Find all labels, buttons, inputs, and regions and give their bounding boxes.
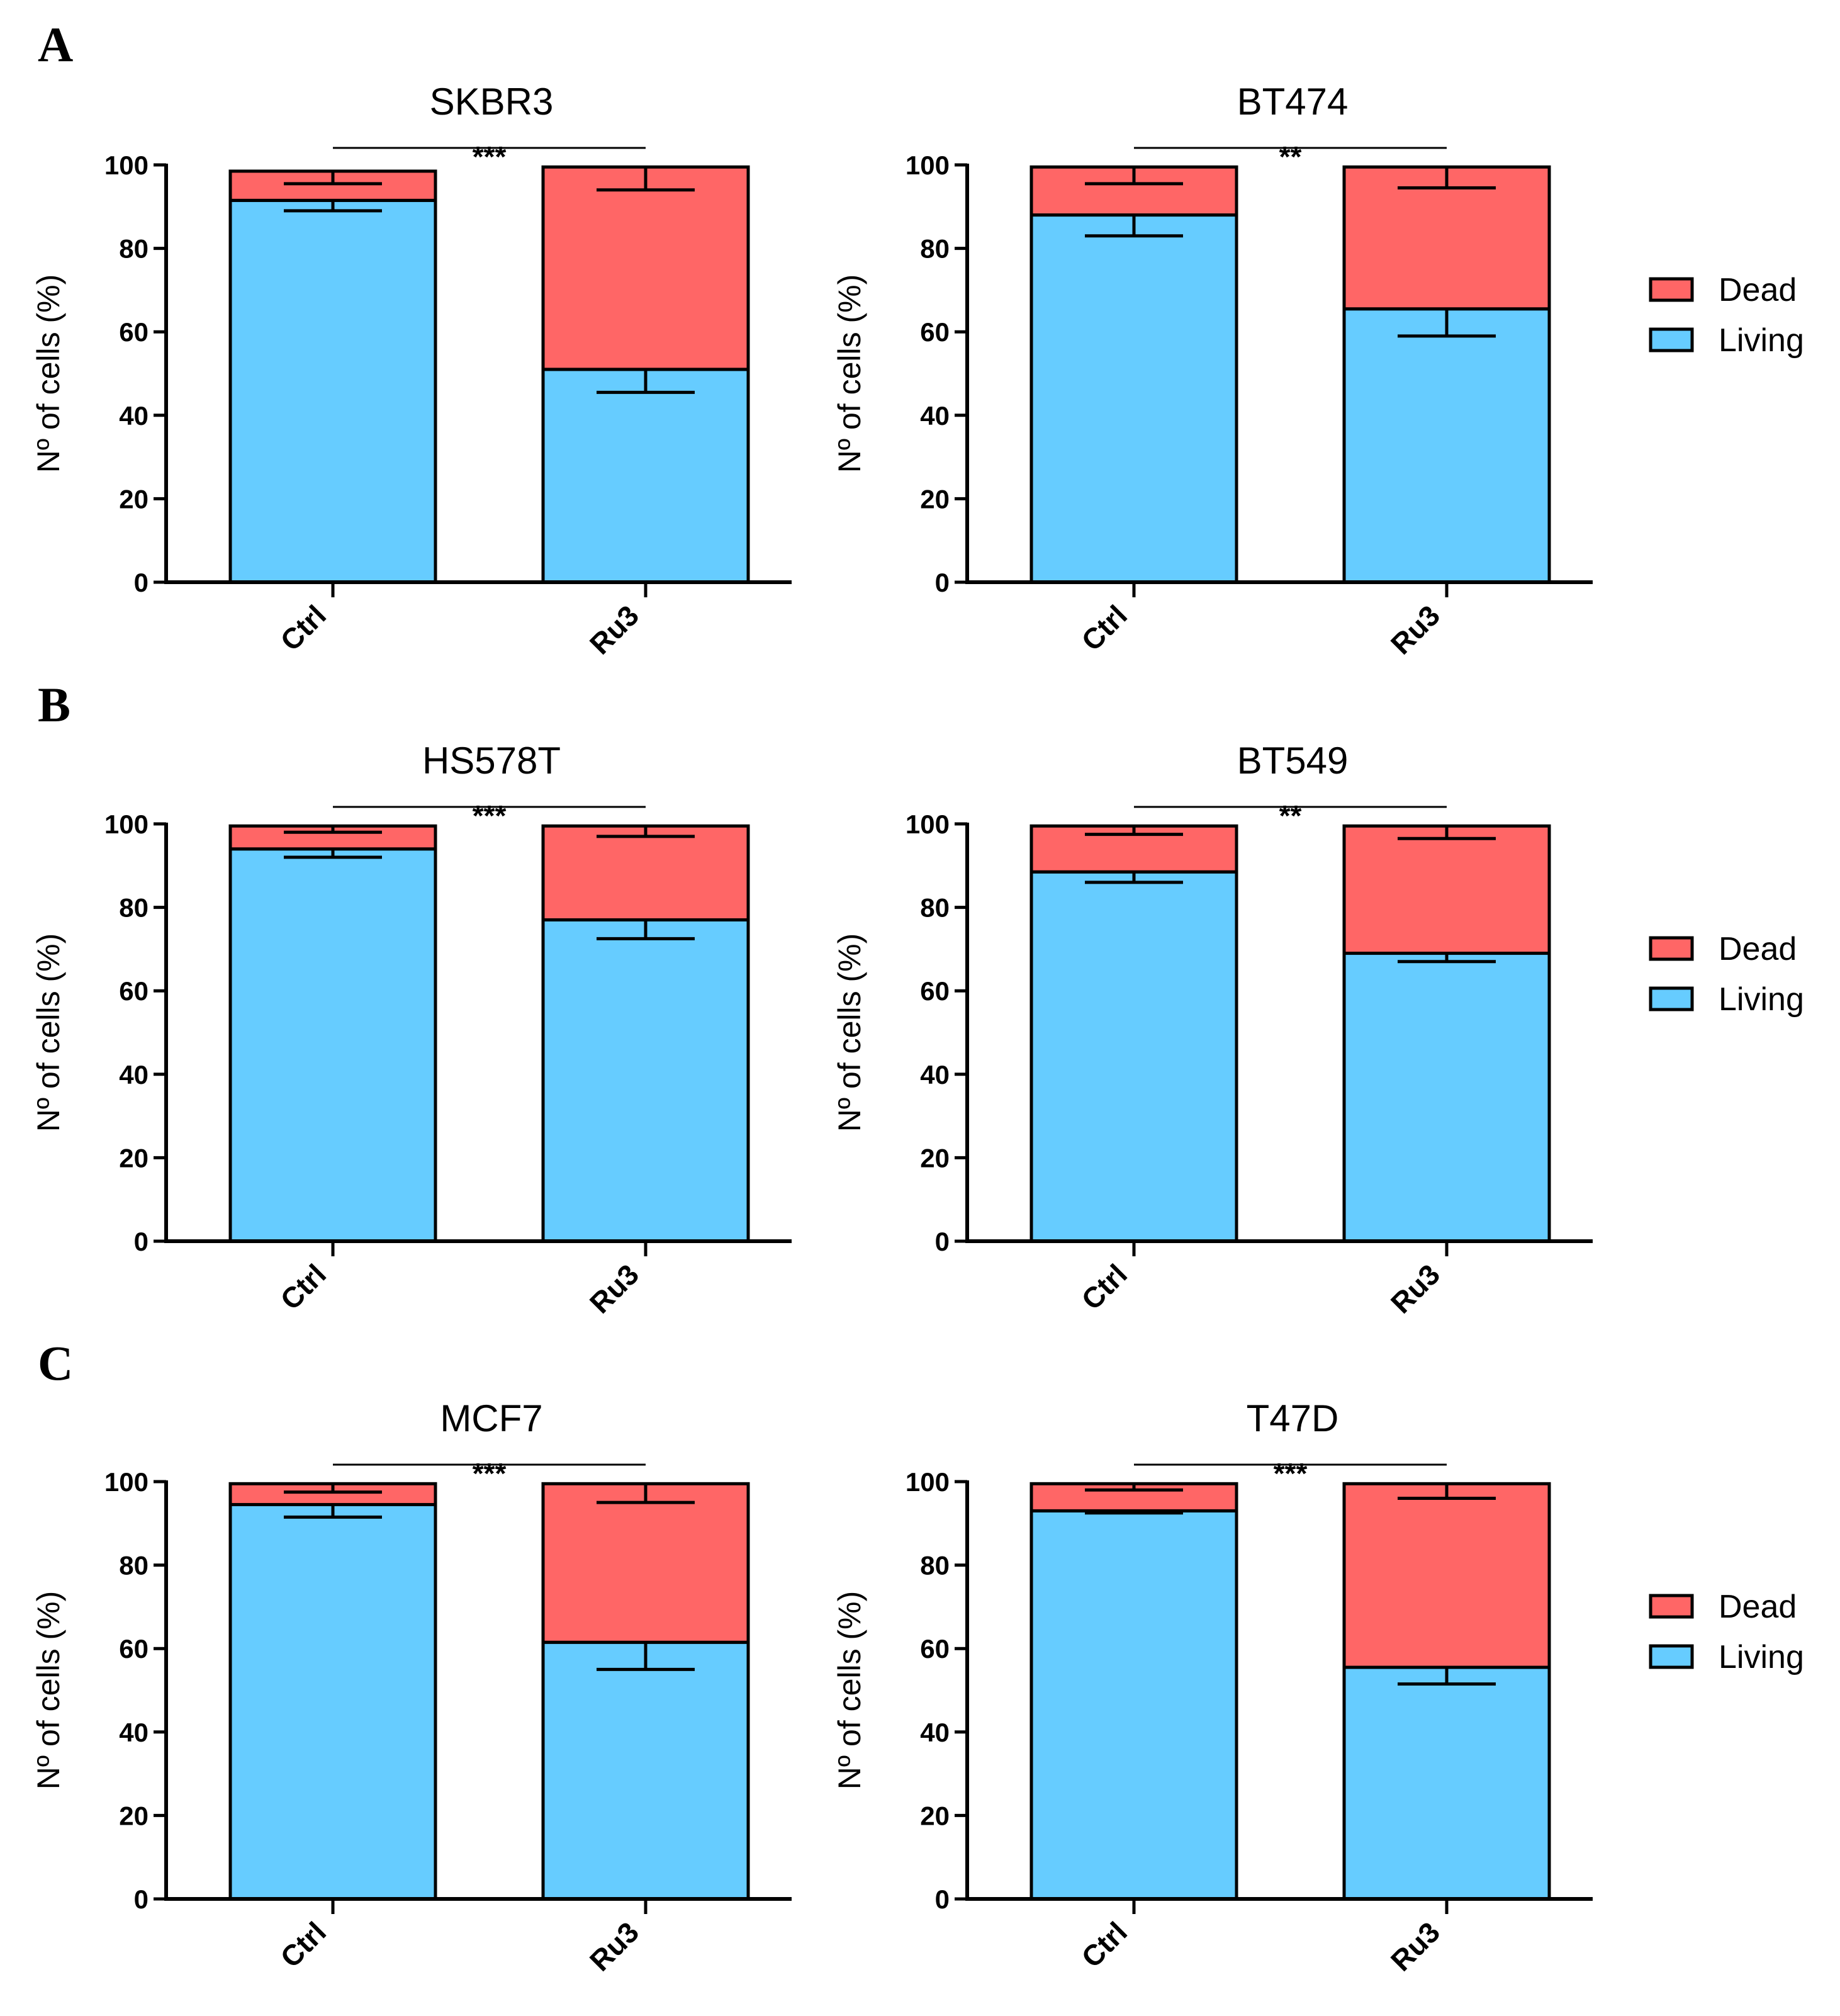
- chart-bt549-title: BT549: [1237, 740, 1349, 782]
- chart-skbr3-y-tick-label-0: 0: [134, 568, 149, 597]
- panel-letter-a: A: [38, 17, 73, 72]
- chart-hs578t-x-label-ru3: Ru3: [583, 1258, 645, 1319]
- chart-t47d-x-label-ctrl: Ctrl: [1075, 1915, 1133, 1974]
- chart-t47d-bar-living-ru3: [1342, 1665, 1551, 1901]
- chart-bt549-y-tick-label-0: 0: [935, 1227, 950, 1256]
- chart-bt474-y-tick-label-0: 0: [935, 568, 950, 597]
- chart-hs578t-bar-living-ru3: [541, 918, 750, 1243]
- chart-t47d-y-tick-label-40: 40: [920, 1718, 950, 1747]
- chart-mcf7-bar-living-ctrl: [228, 1502, 437, 1901]
- chart-mcf7-y-axis-label: Nº of cells (%): [31, 1591, 66, 1790]
- chart-bt474-y-axis-label: Nº of cells (%): [832, 274, 867, 473]
- chart-bt549-x-label-ru3: Ru3: [1384, 1258, 1446, 1319]
- chart-bt549-bar-living-ru3: [1342, 952, 1551, 1243]
- chart-mcf7-y-tick-label-100: 100: [104, 1467, 149, 1497]
- panel-letter-b: B: [38, 677, 70, 732]
- chart-mcf7-x-label-ru3: Ru3: [583, 1915, 645, 1977]
- chart-hs578t-y-tick-label-40: 40: [119, 1060, 149, 1090]
- chart-t47d-title: T47D: [1247, 1397, 1339, 1439]
- chart-bt474-y-tick-label-40: 40: [920, 401, 950, 431]
- chart-bt549-y-tick-label-40: 40: [920, 1060, 950, 1090]
- chart-skbr3-y-tick-label-60: 60: [119, 317, 149, 347]
- chart-bt549-y-tick-label-80: 80: [920, 893, 950, 923]
- chart-skbr3-x-label-ctrl: Ctrl: [274, 599, 332, 657]
- chart-bt474-bar-living-ctrl: [1029, 213, 1238, 584]
- chart-bt474-y-tick-label-80: 80: [920, 234, 950, 264]
- chart-t47d-legend-dead-swatch: [1649, 1594, 1694, 1619]
- chart-bt549-legend-dead-swatch: [1649, 936, 1694, 961]
- chart-t47d-bar-dead-ru3: [1342, 1482, 1551, 1669]
- chart-hs578t-y-axis-label: Nº of cells (%): [31, 933, 66, 1132]
- chart-mcf7-y-tick-label-0: 0: [134, 1884, 149, 1914]
- chart-skbr3-y-tick-label-80: 80: [119, 234, 149, 264]
- chart-skbr3-y-tick-label-40: 40: [119, 401, 149, 431]
- chart-t47d-bar-living-ctrl: [1029, 1509, 1238, 1901]
- chart-bt474-legend-living-label: Living: [1719, 322, 1804, 359]
- chart-hs578t-y-tick-label-20: 20: [119, 1143, 149, 1173]
- chart-bt549-legend-living-label: Living: [1719, 981, 1804, 1018]
- chart-bt474-bar-living-ru3: [1342, 307, 1551, 584]
- chart-bt474-legend-living-swatch: [1649, 327, 1694, 352]
- chart-bt474-legend-dead-swatch: [1649, 277, 1694, 302]
- chart-hs578t-title: HS578T: [422, 740, 561, 782]
- chart-mcf7-bar-dead-ru3: [541, 1482, 750, 1644]
- chart-hs578t-y-tick-label-60: 60: [119, 976, 149, 1006]
- chart-t47d-y-tick-label-80: 80: [920, 1551, 950, 1580]
- chart-t47d-x-label-ru3: Ru3: [1384, 1915, 1446, 1977]
- chart-hs578t-bar-dead-ru3: [541, 824, 750, 921]
- chart-t47d-legend-living-label: Living: [1719, 1639, 1804, 1675]
- chart-mcf7-y-tick-label-60: 60: [119, 1634, 149, 1664]
- chart-mcf7-y-tick-label-20: 20: [119, 1801, 149, 1830]
- chart-bt549-y-tick-label-60: 60: [920, 976, 950, 1006]
- chart-mcf7-y-tick-label-40: 40: [119, 1718, 149, 1747]
- chart-hs578t-x-label-ctrl: Ctrl: [274, 1258, 332, 1316]
- chart-bt474-legend-dead-label: Dead: [1719, 272, 1797, 308]
- chart-t47d-y-axis-label: Nº of cells (%): [832, 1591, 867, 1790]
- chart-hs578t-y-tick-label-0: 0: [134, 1227, 149, 1256]
- chart-skbr3-title: SKBR3: [430, 81, 554, 123]
- chart-bt549-legend-living-swatch: [1649, 986, 1694, 1011]
- chart-mcf7-title: MCF7: [440, 1397, 542, 1439]
- chart-bt474-x-label-ctrl: Ctrl: [1075, 599, 1133, 657]
- chart-t47d-significance-stars: ***: [1274, 1457, 1308, 1490]
- chart-bt549-y-tick-label-20: 20: [920, 1143, 950, 1173]
- chart-bt549-y-axis-label: Nº of cells (%): [832, 933, 867, 1132]
- chart-hs578t-bar-living-ctrl: [228, 847, 437, 1243]
- chart-skbr3-bar-living-ru3: [541, 368, 750, 584]
- chart-mcf7-significance-stars: ***: [473, 1457, 507, 1490]
- chart-skbr3-y-tick-label-100: 100: [104, 150, 149, 180]
- chart-mcf7-y-tick-label-80: 80: [119, 1551, 149, 1580]
- chart-bt474-y-tick-label-60: 60: [920, 317, 950, 347]
- chart-bt474-significance-stars: **: [1279, 140, 1302, 173]
- chart-bt474-y-tick-label-20: 20: [920, 484, 950, 514]
- chart-bt549-legend-dead-label: Dead: [1719, 931, 1797, 967]
- chart-bt549-bar-living-ctrl: [1029, 870, 1238, 1243]
- chart-hs578t-y-tick-label-100: 100: [104, 809, 149, 839]
- chart-skbr3-x-label-ru3: Ru3: [583, 599, 645, 660]
- chart-bt474-x-label-ru3: Ru3: [1384, 599, 1446, 660]
- chart-mcf7-bar-living-ru3: [541, 1640, 750, 1901]
- chart-t47d-legend-dead-label: Dead: [1719, 1589, 1797, 1625]
- chart-bt549-significance-stars: **: [1279, 799, 1302, 832]
- chart-skbr3-bar-dead-ru3: [541, 165, 750, 371]
- chart-t47d-y-tick-label-20: 20: [920, 1801, 950, 1830]
- chart-t47d-y-tick-label-60: 60: [920, 1634, 950, 1664]
- chart-skbr3-y-axis-label: Nº of cells (%): [31, 274, 66, 473]
- chart-t47d-y-tick-label-0: 0: [935, 1884, 950, 1914]
- chart-t47d-y-tick-label-100: 100: [906, 1467, 950, 1497]
- chart-t47d-legend-living-swatch: [1649, 1644, 1694, 1669]
- chart-bt474-title: BT474: [1237, 81, 1349, 123]
- chart-skbr3-y-tick-label-20: 20: [119, 484, 149, 514]
- chart-mcf7-x-label-ctrl: Ctrl: [274, 1915, 332, 1974]
- chart-hs578t-y-tick-label-80: 80: [119, 893, 149, 923]
- panel-letter-c: C: [38, 1336, 73, 1390]
- chart-bt474-y-tick-label-100: 100: [906, 150, 950, 180]
- chart-hs578t-significance-stars: ***: [473, 799, 507, 832]
- chart-bt549-bar-dead-ru3: [1342, 824, 1551, 955]
- chart-skbr3-significance-stars: ***: [473, 140, 507, 173]
- chart-bt549-x-label-ctrl: Ctrl: [1075, 1258, 1133, 1316]
- chart-bt549-y-tick-label-100: 100: [906, 809, 950, 839]
- chart-skbr3-bar-living-ctrl: [228, 198, 437, 584]
